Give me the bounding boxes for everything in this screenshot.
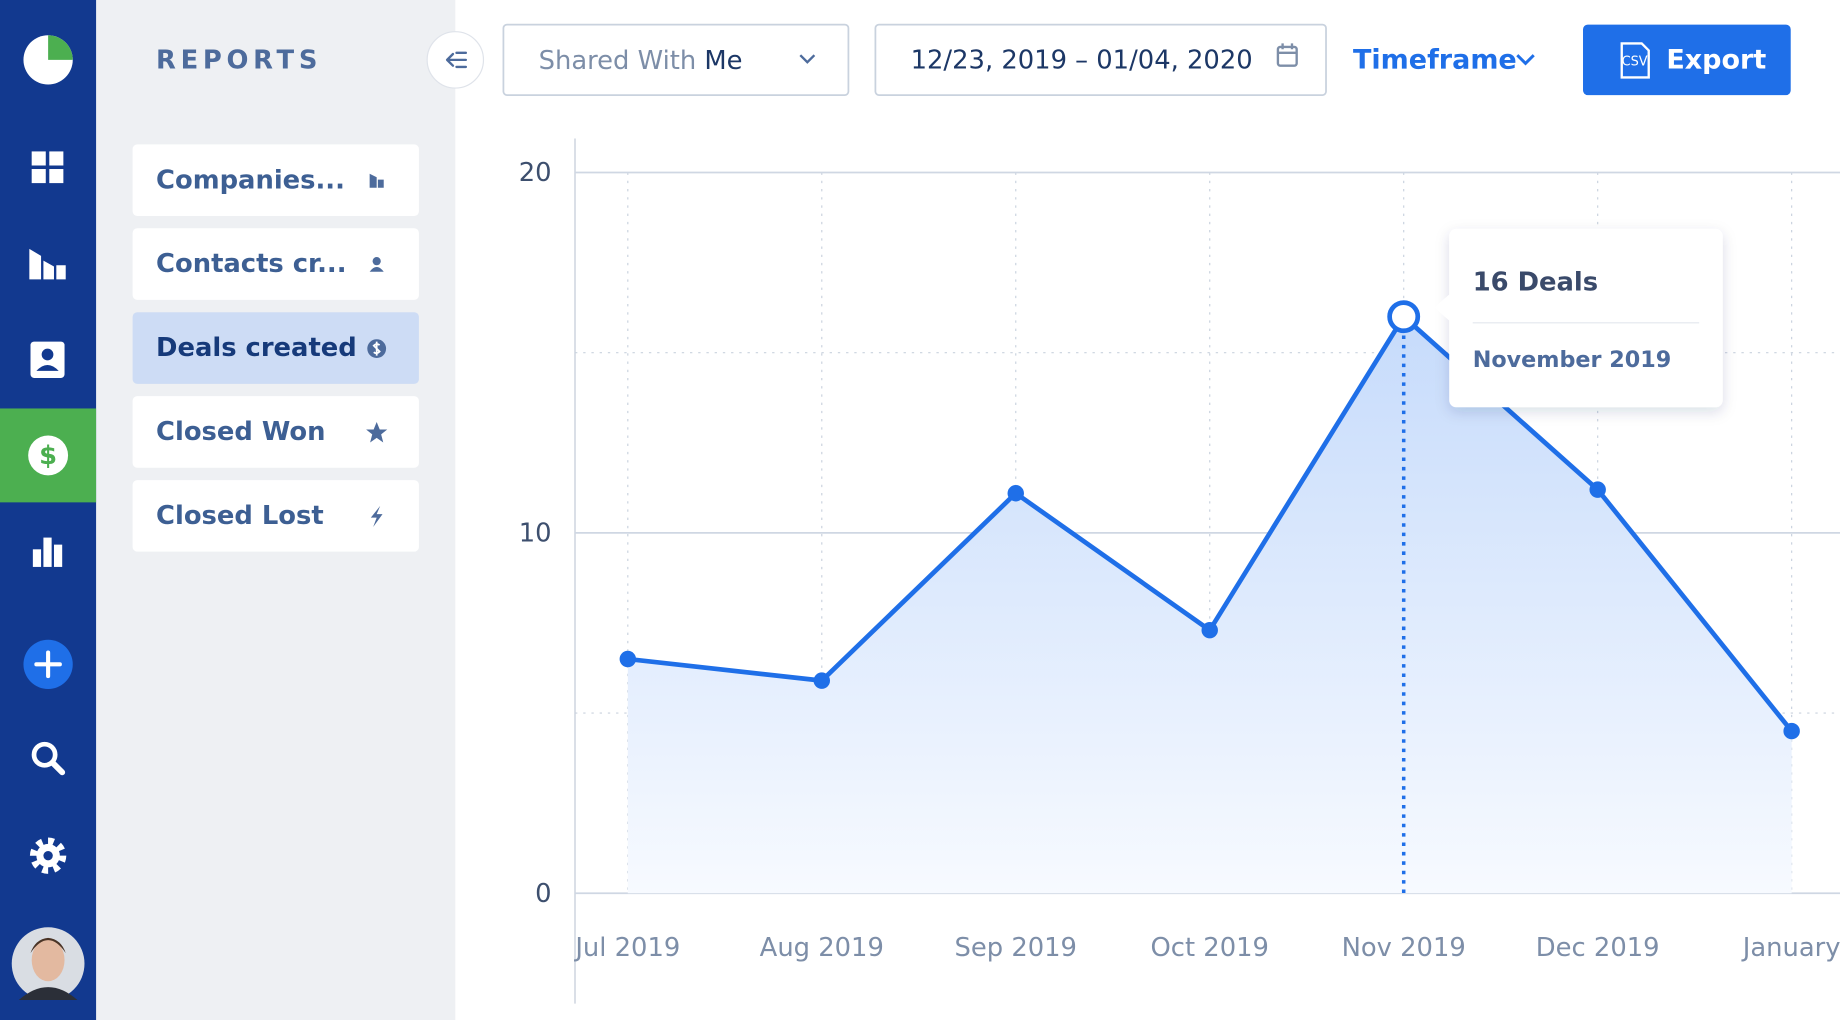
chart: 0 10 20 Jul 2019 Aug 2019 Sep 2019 Oct 2019 Nov… [519,138,1840,1004]
report-item-label: Closed Won [156,417,325,447]
settings-icon[interactable] [29,837,67,874]
x-tick-label: Sep 2019 [955,933,1077,963]
tooltip-box [1449,228,1723,408]
timeframe-dropdown[interactable]: Timeframe [1353,45,1535,76]
shared-label: Shared With Me [539,46,743,76]
date-range: 12/23, 2019 – 01/04, 2020 [911,46,1253,76]
report-item[interactable]: Closed Won [132,396,419,468]
report-item-label: Contacts cr... [156,249,346,279]
y-tick-label: 0 [535,879,551,909]
item-icon [372,341,381,356]
point [1007,485,1024,502]
item-icon [369,173,384,188]
collapse-button[interactable] [426,31,485,89]
svg-text:$: $ [39,441,57,471]
area [627,316,1792,894]
csv-label: CSV [1622,55,1648,70]
export-button[interactable]: CSV Export [1583,24,1791,96]
x-tick-label: Dec 2019 [1536,933,1660,963]
report-item[interactable]: Companies... [132,144,419,216]
report-item-bg [132,480,419,552]
dashboard-icon[interactable] [31,151,64,184]
report-item-bg [132,144,419,216]
plot-area [619,300,1800,894]
report-item-bg [132,228,419,300]
shared-dropdown[interactable]: Shared With Me [502,23,850,96]
timeframe-label: Timeframe [1353,45,1517,76]
item-icon [372,257,381,266]
x-tick-label: Oct 2019 [1151,933,1269,963]
reports-icon[interactable] [32,537,63,567]
tooltip-title: 16 Deals [1473,267,1598,297]
tooltip-arrow [1433,293,1451,322]
add-button[interactable] [23,639,73,689]
report-item-label: Deals created [156,333,357,363]
tooltip-subtitle: November 2019 [1473,347,1672,373]
shared-prefix: Shared With [539,46,697,76]
item-icon [370,505,383,528]
contacts-icon[interactable] [30,341,65,378]
logo [23,35,73,85]
companies-icon[interactable] [29,248,66,280]
point [1783,722,1800,740]
point [1201,621,1218,639]
search-icon[interactable] [31,741,66,776]
avatar[interactable] [11,927,85,1001]
report-item[interactable]: Contacts cr... [132,228,419,300]
item-icon [366,421,388,443]
item-icon [369,267,384,272]
y-tick-label: 10 [519,519,552,549]
deals-icon[interactable]: $ [28,435,69,476]
report-item-label: Companies... [156,165,345,195]
x-tick-label: Nov 2019 [1342,933,1466,963]
x-tick-label: Jul 2019 [573,933,680,963]
report-item-bg [132,396,419,468]
report-item-label: Closed Lost [156,501,324,531]
point [813,672,830,689]
point [619,650,637,668]
report-item[interactable]: Deals created [132,312,419,384]
report-item[interactable]: Closed Lost [132,480,419,552]
y-tick-label: 20 [519,158,552,188]
panel-heading: REPORTS [156,46,322,76]
date-picker[interactable]: 12/23, 2019 – 01/04, 2020 [874,23,1327,96]
export-label: Export [1666,45,1766,76]
point [1589,481,1606,498]
x-tick-label: Aug 2019 [760,933,884,963]
tooltip: 16 Deals November 2019 [1433,228,1723,408]
highlight-point [1387,300,1421,334]
x-tick-label: January [1741,933,1840,963]
report-item-bg [132,312,419,384]
shared-value: Me [704,46,742,76]
report-list: Companies... Contacts cr... Deals created C… [132,144,419,552]
